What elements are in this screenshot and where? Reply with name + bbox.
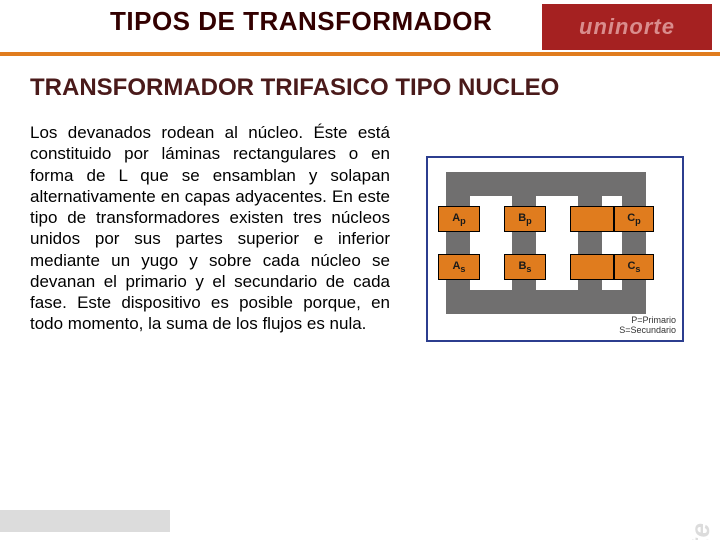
diagram-inner: Ap Bp Cp As Bs Cs P=Primario S=Secundari… xyxy=(428,158,682,340)
core-yoke-top xyxy=(446,172,646,196)
winding-Cp-left xyxy=(570,206,614,232)
winding-As: As xyxy=(438,254,480,280)
winding-Bs: Bs xyxy=(504,254,546,280)
winding-Cp: Cp xyxy=(614,206,654,232)
winding-Cs-left xyxy=(570,254,614,280)
core-leg-c1 xyxy=(578,172,602,314)
caption-line-2: S=Secundario xyxy=(619,326,676,336)
footer-tab xyxy=(0,510,170,532)
winding-Ap: Ap xyxy=(438,206,480,232)
core-leg-b xyxy=(512,172,536,314)
winding-Cs: Cs xyxy=(614,254,654,280)
winding-Bp: Bp xyxy=(504,206,546,232)
brand-logo: uninorte xyxy=(542,4,712,50)
core-yoke-bottom xyxy=(446,290,646,314)
header-band: TIPOS DE TRANSFORMADOR uninorte xyxy=(0,0,720,58)
side-brand-logo: uninorte xyxy=(685,522,716,540)
section-subtitle: TRANSFORMADOR TRIFASICO TIPO NUCLEO xyxy=(30,74,559,102)
brand-logo-text: uninorte xyxy=(579,14,675,40)
transformer-diagram: Ap Bp Cp As Bs Cs P=Primario S=Secundari… xyxy=(426,156,684,342)
body-paragraph: Los devanados rodean al núcleo. Éste est… xyxy=(30,122,390,335)
page-title: TIPOS DE TRANSFORMADOR xyxy=(110,6,492,37)
header-separator xyxy=(0,52,720,56)
core-leg-c2 xyxy=(622,172,646,314)
diagram-caption: P=Primario S=Secundario xyxy=(619,316,676,336)
core-leg-a xyxy=(446,172,470,314)
slide-root: TIPOS DE TRANSFORMADOR uninorte TRANSFOR… xyxy=(0,0,720,540)
